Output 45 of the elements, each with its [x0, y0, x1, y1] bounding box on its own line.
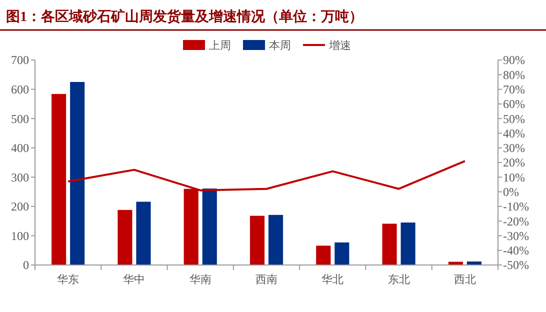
bar: [268, 214, 284, 265]
legend-label: 增速: [328, 38, 351, 52]
y-tick-label: 300: [11, 170, 29, 184]
bar: [52, 94, 66, 265]
x-tick-label: 西北: [454, 273, 476, 286]
x-tick-label: 华南: [189, 273, 212, 286]
y2-tick-label: -40%: [503, 244, 529, 258]
x-tick-label: 西南: [256, 273, 278, 286]
y2-tick-label: -10%: [503, 200, 529, 214]
bar: [382, 224, 397, 265]
y2-tick-label: 70%: [503, 82, 525, 96]
x-tick-label: 华东: [57, 273, 80, 286]
bar: [118, 210, 132, 265]
y-tick-label: 0: [23, 258, 29, 272]
y2-tick-label: 0%: [503, 184, 519, 199]
y2-tick-label: 80%: [503, 68, 525, 82]
y-tick-label: 500: [11, 112, 29, 126]
x-tick-label: 华北: [322, 273, 344, 286]
y2-tick-label: 50%: [503, 112, 525, 126]
y2-tick-label: 10%: [503, 170, 525, 184]
y-tick-label: 400: [11, 141, 29, 156]
y2-tick-label: 20%: [503, 156, 525, 170]
y2-tick-label: 90%: [503, 53, 525, 68]
bar: [316, 246, 331, 265]
bar: [70, 82, 85, 265]
y-tick-label: 700: [11, 53, 29, 68]
y2-tick-label: 40%: [503, 126, 525, 140]
y2-tick-label: -50%: [503, 258, 529, 272]
y-tick-label: 600: [11, 82, 29, 96]
y-tick-label: 200: [11, 200, 29, 214]
bar: [202, 188, 217, 265]
chart-title: 图1：各区域砂石矿山周发货量及增速情况（单位：万吨）: [6, 8, 363, 25]
y2-tick-label: 30%: [503, 141, 525, 156]
y2-tick-label: -30%: [503, 228, 529, 243]
bar: [250, 216, 265, 265]
y-tick-label: 100: [11, 228, 29, 243]
bar: [400, 222, 416, 265]
y2-tick-label: -20%: [503, 214, 529, 228]
x-tick-label: 华中: [123, 273, 146, 286]
bar: [334, 242, 350, 265]
y2-tick-label: 60%: [503, 97, 525, 112]
legend-label: 本周: [269, 38, 291, 52]
bar: [136, 202, 151, 265]
x-tick-label: 东北: [388, 273, 410, 286]
legend-label: 上周: [209, 38, 231, 52]
